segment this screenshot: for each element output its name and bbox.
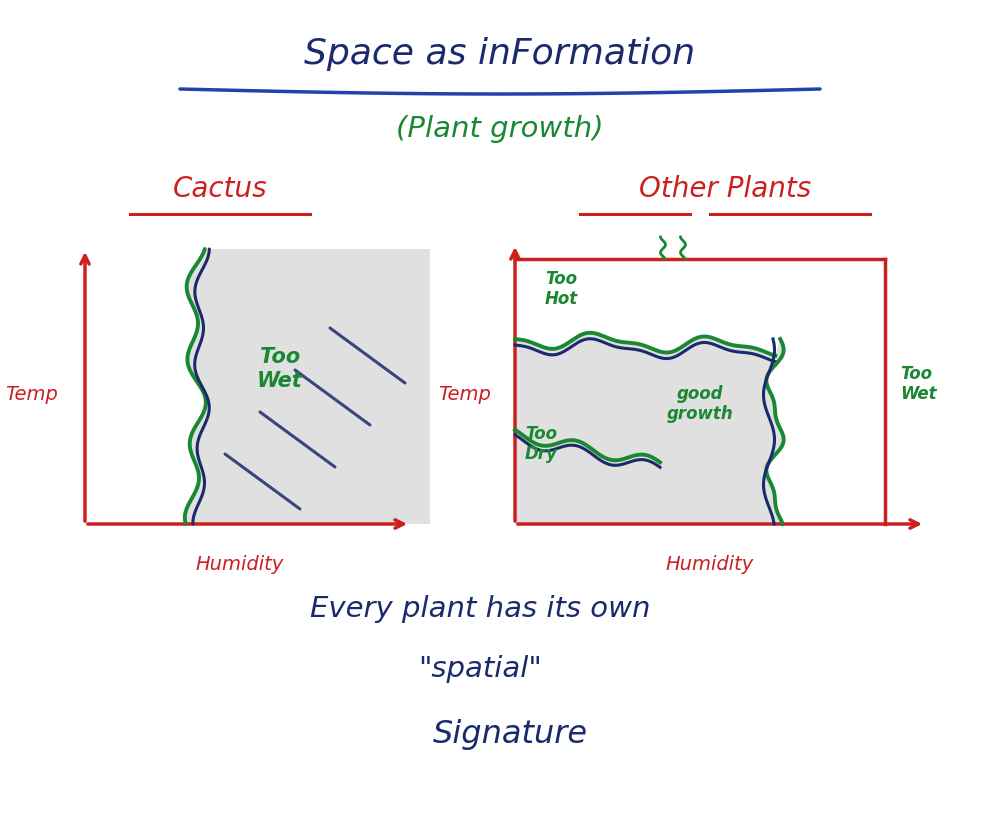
Text: (Plant growth): (Plant growth) (396, 115, 604, 143)
Text: Too
Hot: Too Hot (545, 269, 578, 309)
Text: Humidity: Humidity (666, 554, 754, 574)
Text: Too
Wet: Too Wet (257, 348, 303, 391)
Text: Signature: Signature (432, 719, 588, 750)
Text: good
growth: good growth (667, 384, 733, 423)
Text: Cactus: Cactus (173, 175, 267, 203)
Text: Temp: Temp (6, 384, 58, 404)
Text: Too
Dry: Too Dry (525, 425, 558, 463)
Text: Humidity: Humidity (196, 554, 284, 574)
Text: Too
Wet: Too Wet (900, 365, 937, 404)
Polygon shape (515, 333, 784, 524)
Text: Temp: Temp (439, 384, 491, 404)
Text: Other Plants: Other Plants (639, 175, 811, 203)
Polygon shape (185, 249, 430, 524)
Text: Every plant has its own: Every plant has its own (310, 595, 650, 623)
Text: Space as inFormation: Space as inFormation (304, 37, 696, 71)
Text: "spatial": "spatial" (418, 655, 542, 683)
